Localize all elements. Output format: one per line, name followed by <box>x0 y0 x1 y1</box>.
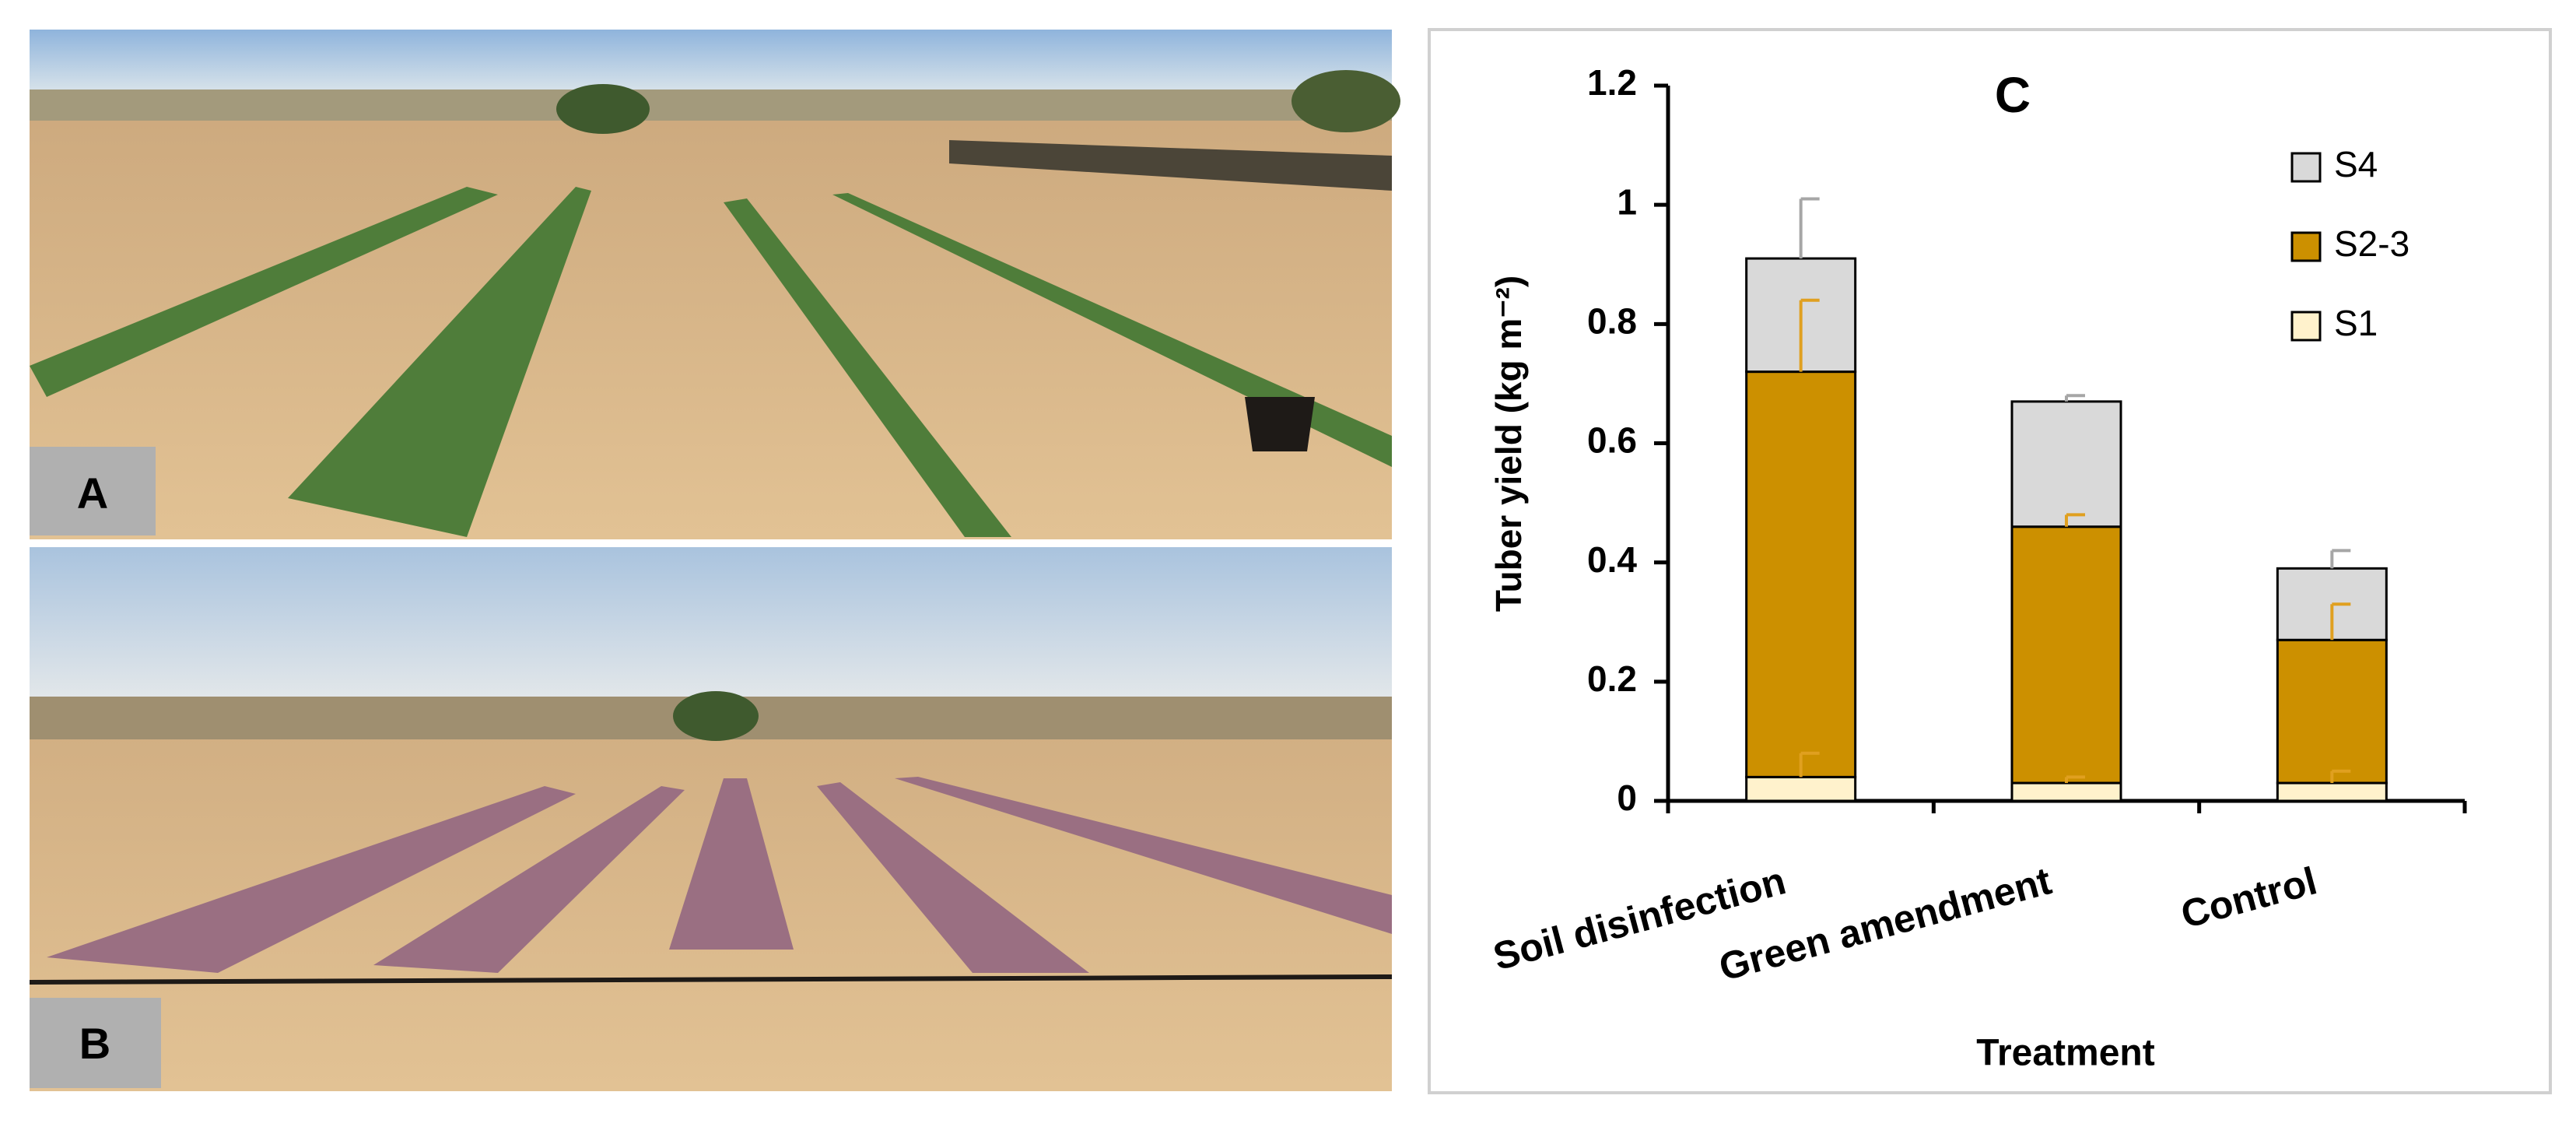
error-bar <box>2330 769 2351 784</box>
y-tick-label: 0.8 <box>1587 300 1637 341</box>
error-bar <box>1799 197 1820 259</box>
error-bar <box>2065 394 2085 402</box>
error-bar <box>2330 549 2351 569</box>
bar-segment <box>2010 525 2122 785</box>
bar-segment <box>1745 775 1857 802</box>
legend-label: S4 <box>2334 144 2378 184</box>
photo-label: A <box>77 469 108 518</box>
legend-swatch <box>2290 311 2322 342</box>
legend-swatch <box>2290 152 2322 183</box>
chart-frame <box>1428 28 2552 1094</box>
x-axis-label: Treatment <box>1976 1033 2154 1074</box>
bar-segment <box>2010 400 2122 528</box>
y-tick-label: 0.2 <box>1587 658 1637 699</box>
y-tick-label: 1 <box>1617 181 1637 222</box>
error-bar <box>1799 298 1820 372</box>
photo-a: A <box>30 30 1400 539</box>
legend-label: S1 <box>2334 303 2378 343</box>
error-bar <box>2330 602 2351 641</box>
legend-label: S2-3 <box>2334 223 2410 264</box>
bar-segment <box>2276 781 2388 802</box>
y-tick-label: 0.4 <box>1587 539 1637 580</box>
bar-segment <box>2276 638 2388 785</box>
y-tick-label: 1.2 <box>1587 62 1637 103</box>
error-bar <box>2065 513 2085 527</box>
photo-label: B <box>79 1019 110 1068</box>
chart-title: C <box>1995 67 2031 123</box>
photo-b: B <box>29 547 1393 1091</box>
y-axis-label: Tuber yield (kg m⁻²) <box>1488 276 1529 612</box>
legend-swatch <box>2290 231 2322 262</box>
y-tick-label: 0.6 <box>1587 420 1637 461</box>
bar-segment <box>1745 370 1857 778</box>
bar-segment <box>2010 781 2122 802</box>
y-tick-label: 0 <box>1617 778 1637 818</box>
error-bar <box>2065 775 2085 784</box>
error-bar <box>1799 751 1820 778</box>
